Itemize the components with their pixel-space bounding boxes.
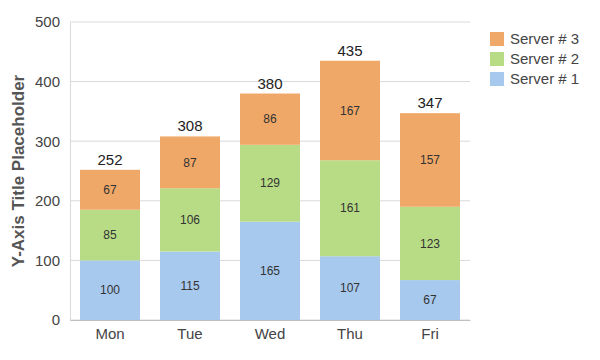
total-label: 252 xyxy=(97,151,122,168)
bar-segment xyxy=(400,280,460,320)
bar-segment xyxy=(400,113,460,207)
y-tick: 200 xyxy=(35,192,70,209)
x-tick: Wed xyxy=(255,320,286,342)
bar-segment xyxy=(240,222,300,320)
data-label: 100 xyxy=(100,283,120,297)
data-labels: 100 115 165 107 67 85 106 129 161 123 67 87 86 167 157 xyxy=(100,104,440,308)
y-tick-label: 400 xyxy=(35,73,60,90)
legend-label: Server # 2 xyxy=(510,50,579,67)
x-tick-label: Mon xyxy=(95,325,124,342)
legend-label: Server # 1 xyxy=(510,70,579,87)
series xyxy=(80,61,460,210)
totals: 252 308 380 435 347 xyxy=(97,42,442,168)
x-tick-label: Tue xyxy=(177,325,202,342)
plot: 0 100 200 300 400 500 Mon Tue Wed Thu Fri 100 115 165… xyxy=(35,13,471,341)
data-label: 161 xyxy=(340,201,360,215)
bar-segment xyxy=(320,256,380,320)
grid-line xyxy=(70,22,470,23)
bars xyxy=(80,61,460,320)
total-label: 347 xyxy=(417,94,442,111)
data-label: 115 xyxy=(180,279,199,293)
data-label: 67 xyxy=(103,183,117,197)
data-label: 85 xyxy=(103,228,117,242)
bar-segment xyxy=(320,61,380,161)
legend-label: Server # 3 xyxy=(510,30,579,47)
x-tick: Thu xyxy=(337,320,363,342)
y-axis: 0 100 200 300 400 500 xyxy=(35,13,71,328)
chart: 0 100 200 300 400 500 Mon Tue Wed Thu Fri 100 115 165… xyxy=(0,0,600,360)
legend-swatch xyxy=(490,52,504,66)
bar-segment xyxy=(80,210,140,261)
legend: Server # 3 Server # 2 Server # 1 xyxy=(490,30,579,87)
bar-segment xyxy=(80,260,140,320)
total-label: 380 xyxy=(257,75,282,92)
data-label: 67 xyxy=(423,293,437,307)
legend-item: Server # 2 xyxy=(490,50,579,67)
x-tick: Mon xyxy=(95,320,124,342)
data-label: 106 xyxy=(180,213,200,227)
y-tick: 400 xyxy=(35,73,70,90)
y-tick: 0 xyxy=(52,311,70,328)
bar-segment xyxy=(320,160,380,256)
bar-segment xyxy=(160,251,220,320)
y-tick-label: 200 xyxy=(35,192,60,209)
x-tick-label: Wed xyxy=(255,325,286,342)
y-tick: 500 xyxy=(35,13,70,30)
bar-segment xyxy=(160,188,220,251)
bar-segment xyxy=(400,207,460,280)
x-axis: Mon Tue Wed Thu Fri xyxy=(71,320,471,342)
data-label: 123 xyxy=(420,237,440,251)
legend-item: Server # 1 xyxy=(490,70,579,87)
bar-segment xyxy=(160,136,220,188)
data-label: 86 xyxy=(263,112,277,126)
y-tick-label: 100 xyxy=(35,252,60,269)
y-axis-title: Y-Axis Title Placeholder xyxy=(9,74,28,267)
y-axis-line xyxy=(70,23,71,321)
x-tick-label: Fri xyxy=(421,325,439,342)
total-label: 435 xyxy=(337,42,362,59)
x-tick: Fri xyxy=(421,320,439,342)
x-axis-line xyxy=(71,320,471,321)
data-label: 157 xyxy=(420,153,440,167)
data-label: 167 xyxy=(340,104,360,118)
data-label: 87 xyxy=(183,156,197,170)
x-tick: Tue xyxy=(177,320,202,342)
bar-segment xyxy=(80,170,140,210)
y-tick-label: 0 xyxy=(52,311,60,328)
y-tick: 300 xyxy=(35,133,70,150)
bar-segment xyxy=(240,145,300,222)
data-label: 129 xyxy=(260,176,280,190)
data-label: 107 xyxy=(340,281,360,295)
total-label: 308 xyxy=(177,117,202,134)
data-label: 165 xyxy=(260,264,280,278)
y-tick-label: 500 xyxy=(35,13,60,30)
legend-swatch xyxy=(490,32,504,46)
grid xyxy=(70,22,470,320)
legend-swatch xyxy=(490,72,504,86)
x-tick-label: Thu xyxy=(337,325,363,342)
y-tick: 100 xyxy=(35,252,70,269)
bar-segment xyxy=(240,94,300,145)
legend-item: Server # 3 xyxy=(490,30,579,47)
y-tick-label: 300 xyxy=(35,133,60,150)
